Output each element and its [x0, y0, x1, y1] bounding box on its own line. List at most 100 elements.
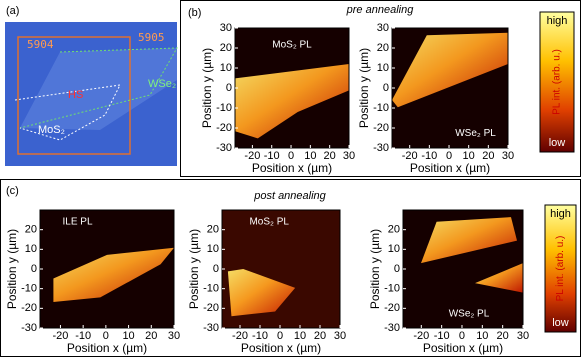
mos2-outline: [14, 84, 121, 141]
y-tick-label: -20: [216, 122, 232, 134]
pl-region: [235, 64, 349, 139]
y-axis-label: Position y (µm): [357, 48, 371, 128]
x-tick-label: 10: [463, 150, 475, 162]
y-tick-label: 0: [394, 263, 400, 275]
y-tick-label: -30: [216, 142, 232, 154]
y-tick-label: 30: [220, 22, 232, 34]
colorbar: [544, 204, 577, 333]
flake: [20, 48, 177, 130]
x-tick-label: -20: [413, 330, 429, 342]
panel-title: pre annealing: [346, 4, 415, 16]
x-tick-label: 20: [314, 330, 326, 342]
x-tick-label: 0: [446, 150, 452, 162]
pl-region: [421, 217, 517, 264]
y-axis-label: Position y (µm): [187, 229, 201, 309]
marker-label: 5905: [138, 31, 165, 44]
colorbar-label: PL int. (arb. u.): [555, 236, 566, 302]
x-tick-label: 30: [517, 330, 529, 342]
y-tick-label: -10: [203, 283, 219, 295]
y-tick-label: -30: [21, 322, 37, 334]
colorbar-low: low: [552, 317, 569, 329]
map-label: WSe₂ PL: [449, 308, 490, 319]
y-tick-label: 20: [388, 224, 400, 236]
panel-label: (c): [6, 185, 19, 197]
x-axis-label: Position x (µm): [423, 341, 503, 355]
x-tick-label: -20: [244, 150, 260, 162]
colorbar-high: high: [547, 15, 568, 27]
y-tick-label: 20: [207, 224, 219, 236]
y-tick-label: -10: [21, 283, 37, 295]
y-tick-label: 20: [377, 42, 389, 54]
y-tick-label: -30: [373, 142, 389, 154]
y-tick-label: -10: [384, 283, 400, 295]
colorbar-high: high: [550, 208, 571, 220]
x-tick-label: -10: [252, 330, 268, 342]
x-tick-label: 20: [497, 330, 509, 342]
y-tick-label: 30: [377, 22, 389, 34]
y-tick-label: 20: [220, 42, 232, 54]
pl-region: [392, 32, 508, 108]
y-tick-label: -20: [21, 302, 37, 314]
panel-label: (a): [6, 5, 19, 17]
colorbar-low: low: [549, 137, 566, 149]
y-tick-label: -20: [373, 122, 389, 134]
x-axis-label: Position x (µm): [241, 341, 321, 355]
y-tick-label: -10: [373, 102, 389, 114]
y-tick-label: -10: [216, 102, 232, 114]
x-tick-label: 30: [502, 150, 514, 162]
x-tick-label: 30: [343, 150, 355, 162]
x-tick-label: -10: [434, 330, 450, 342]
x-tick-label: -20: [52, 330, 68, 342]
y-tick-label: 10: [388, 243, 400, 255]
map-label: MoS₂ PL: [249, 216, 289, 227]
y-tick-label: 0: [213, 263, 219, 275]
y-tick-label: 20: [25, 224, 37, 236]
region-label: HS: [68, 89, 83, 101]
pl-region: [53, 247, 174, 303]
x-tick-label: 20: [145, 330, 157, 342]
colorbar-label: PL int. (arb. u.): [552, 49, 563, 115]
map-label: MoS₂ PL: [272, 39, 312, 50]
x-tick-label: 0: [288, 150, 294, 162]
y-tick-label: -20: [203, 302, 219, 314]
panel-label: (b): [188, 7, 201, 19]
x-tick-label: 0: [277, 330, 283, 342]
y-tick-label: 0: [31, 263, 37, 275]
y-axis-label: Position y (µm): [200, 48, 214, 128]
map-label: WSe₂ PL: [455, 128, 496, 139]
wse2-outline: [19, 47, 178, 129]
x-tick-label: 10: [122, 330, 134, 342]
y-tick-label: -20: [384, 302, 400, 314]
x-tick-label: -10: [264, 150, 280, 162]
colorbar: [539, 11, 575, 153]
y-tick-label: -30: [384, 322, 400, 334]
x-tick-label: 0: [103, 330, 109, 342]
pl-region: [475, 263, 523, 293]
x-tick-label: 10: [294, 330, 306, 342]
x-tick-label: 0: [459, 330, 465, 342]
x-tick-label: 20: [324, 150, 336, 162]
y-tick-label: 10: [377, 62, 389, 74]
y-axis-label: Position y (µm): [368, 229, 382, 309]
y-tick-label: 0: [226, 82, 232, 94]
panel-title: post annealing: [253, 190, 326, 202]
y-tick-label: 10: [25, 243, 37, 255]
pl-region: [227, 269, 296, 317]
region-label: WSe₂: [148, 78, 176, 90]
x-axis-label: Position x (µm): [410, 161, 490, 175]
x-axis-label: Position x (µm): [67, 341, 147, 355]
marker-label: 5904: [27, 38, 54, 51]
region-label: MoS₂: [38, 124, 65, 136]
x-tick-label: -10: [421, 150, 437, 162]
y-tick-label: 10: [220, 62, 232, 74]
x-tick-label: 30: [168, 330, 180, 342]
x-tick-label: -20: [232, 330, 248, 342]
x-tick-label: 30: [334, 330, 346, 342]
x-tick-label: 10: [304, 150, 316, 162]
frame: [17, 36, 131, 155]
x-tick-label: -20: [402, 150, 418, 162]
map-label: ILE PL: [63, 216, 93, 227]
y-tick-label: -30: [203, 322, 219, 334]
x-axis-label: Position x (µm): [252, 161, 332, 175]
